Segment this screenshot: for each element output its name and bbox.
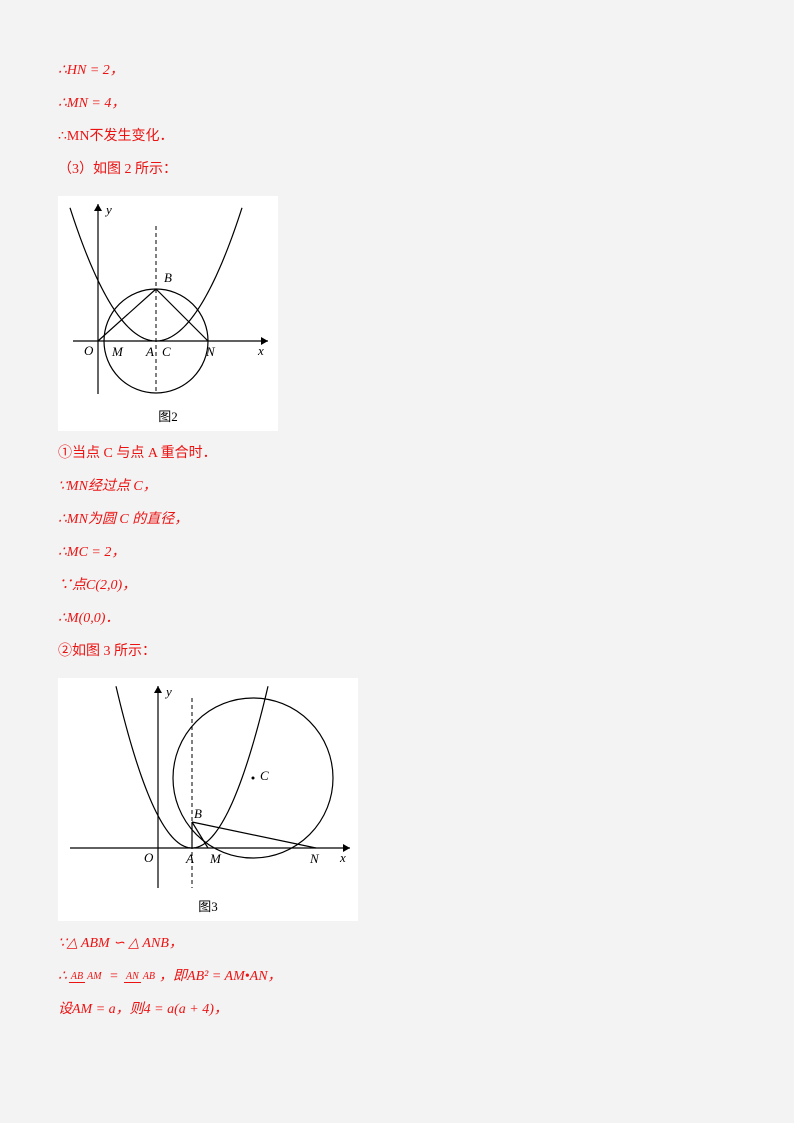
svg-text:A: A bbox=[185, 851, 194, 866]
figure-2: x y O A B C M N 图2 bbox=[58, 196, 278, 431]
fraction-ab-am: ABAM bbox=[69, 972, 104, 983]
svg-text:M: M bbox=[111, 344, 124, 359]
figure-3: x y O A B C M N 图3 bbox=[58, 678, 358, 921]
svg-text:N: N bbox=[309, 851, 320, 866]
line-mn4: ∴MN = 4， bbox=[58, 93, 736, 114]
line-similar: ∵△ ABM ∽ △ ANB， bbox=[58, 933, 736, 954]
svg-text:A: A bbox=[145, 344, 154, 359]
svg-text:x: x bbox=[257, 343, 264, 358]
svg-text:y: y bbox=[164, 684, 172, 699]
svg-text:y: y bbox=[104, 202, 112, 217]
svg-text:B: B bbox=[194, 806, 202, 821]
svg-text:C: C bbox=[260, 768, 269, 783]
svg-text:x: x bbox=[339, 850, 346, 865]
line-mn-diameter: ∴MN为圆 C 的直径， bbox=[58, 509, 736, 530]
svg-text:B: B bbox=[164, 270, 172, 285]
svg-text:O: O bbox=[84, 343, 94, 358]
line-q3: （3）如图 2 所示： bbox=[58, 159, 736, 180]
line-mn-unchanged: ∴MN不发生变化． bbox=[58, 126, 736, 147]
svg-text:N: N bbox=[205, 344, 216, 359]
figure-3-svg: x y O A B C M N bbox=[58, 678, 358, 896]
line-ratio: ∴ABAM = ANAB，即AB² = AM•AN， bbox=[58, 966, 736, 987]
svg-text:M: M bbox=[209, 851, 222, 866]
svg-text:O: O bbox=[144, 850, 154, 865]
line-c20: ∵点C(2,0)， bbox=[58, 575, 736, 596]
figure-2-svg: x y O A B C M N bbox=[58, 196, 278, 406]
svg-text:C: C bbox=[162, 344, 171, 359]
line-hn: ∴HN = 2， bbox=[58, 60, 736, 81]
line-m00: ∴M(0,0)． bbox=[58, 608, 736, 629]
figure-2-label: 图2 bbox=[58, 406, 278, 431]
line-case2: ②如图 3 所示： bbox=[58, 641, 736, 662]
line-mc2: ∴MC = 2， bbox=[58, 542, 736, 563]
line-mn-c: ∵MN经过点 C， bbox=[58, 476, 736, 497]
line-set-am: 设AM = a，则4 = a(a + 4)， bbox=[58, 999, 736, 1020]
figure-3-label: 图3 bbox=[58, 896, 358, 921]
fraction-an-ab: ANAB bbox=[124, 972, 157, 983]
line-case1: ①当点 C 与点 A 重合时． bbox=[58, 443, 736, 464]
